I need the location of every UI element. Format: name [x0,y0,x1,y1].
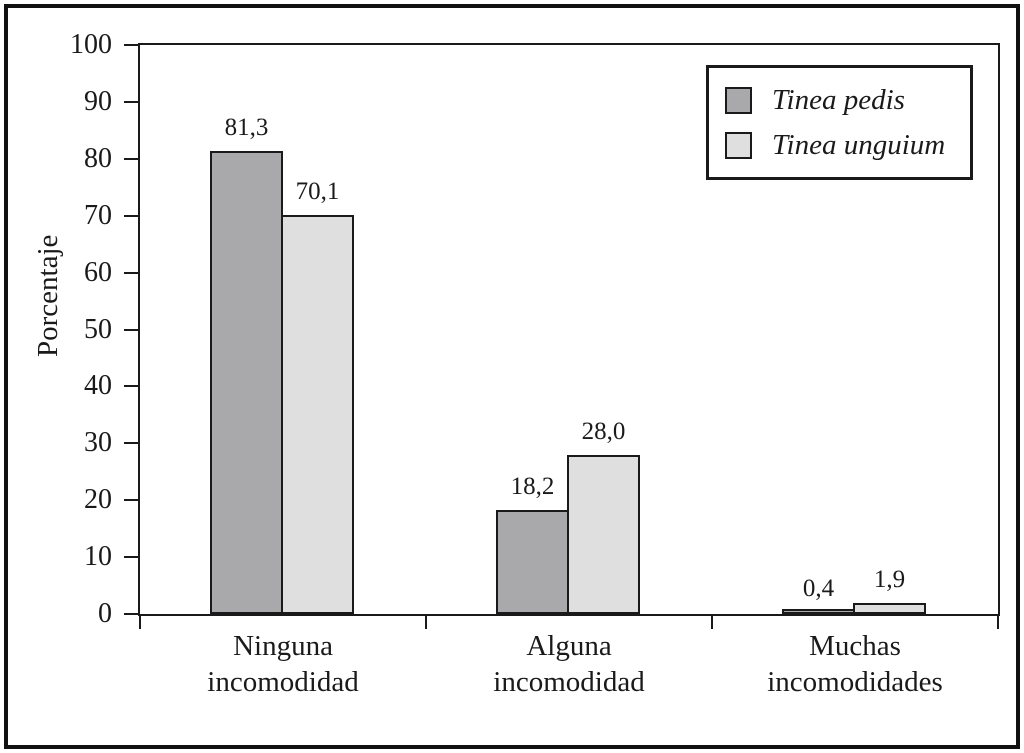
bar [281,215,354,614]
y-tick [124,44,139,46]
x-category-label: Muchas incomodidades [767,630,943,698]
bar [496,510,569,614]
bar-value-label: 70,1 [295,178,340,206]
legend: Tinea pedis Tinea unguium [706,65,973,180]
y-tick-label: 20 [84,484,112,516]
y-tick [124,157,139,160]
y-tick [124,442,139,445]
y-tick [124,556,139,559]
y-tick-label: 0 [98,598,112,629]
y-tick-label: 30 [84,427,112,459]
y-tick [124,385,139,388]
y-tick [124,499,139,502]
bar [782,609,855,614]
x-tick [997,614,999,629]
y-tick-label: 100 [70,29,112,60]
y-tick-label: 60 [84,256,112,288]
y-tick [124,271,139,274]
bar-value-label: 0,4 [802,574,835,602]
x-category-label: Alguna incomodidad [493,630,645,698]
y-tick [124,214,139,217]
legend-row: Tinea unguium [725,129,970,161]
y-tick-label: 80 [84,142,112,174]
y-tick-label: 50 [84,313,112,345]
x-tick [139,614,141,629]
y-tick-label: 10 [84,541,112,573]
plot-area: 0 10 20 30 40 50 60 70 80 90 100 81,3 70,1 Ninguna in… [70,30,1000,698]
legend-swatch [725,86,752,114]
x-category-label: Ninguna incomodidad [207,630,359,698]
legend-row: Tinea pedis [725,84,970,116]
x-tick [711,614,713,629]
bar-value-label: 81,3 [224,114,269,142]
bar-value-label: 18,2 [510,473,555,501]
y-tick [124,328,139,331]
legend-label: Tinea pedis [772,84,905,116]
legend-label: Tinea unguium [772,129,946,161]
bar [567,454,640,614]
y-tick [124,613,139,615]
bar-value-label: 1,9 [873,566,906,594]
y-tick-label: 70 [84,199,112,231]
legend-swatch [725,131,752,159]
bar-value-label: 28,0 [581,417,626,445]
x-tick [425,614,427,629]
y-tick-label: 90 [84,85,112,117]
y-tick [124,100,139,103]
y-tick-label: 40 [84,370,112,402]
bar [853,603,926,614]
bar [210,151,283,614]
